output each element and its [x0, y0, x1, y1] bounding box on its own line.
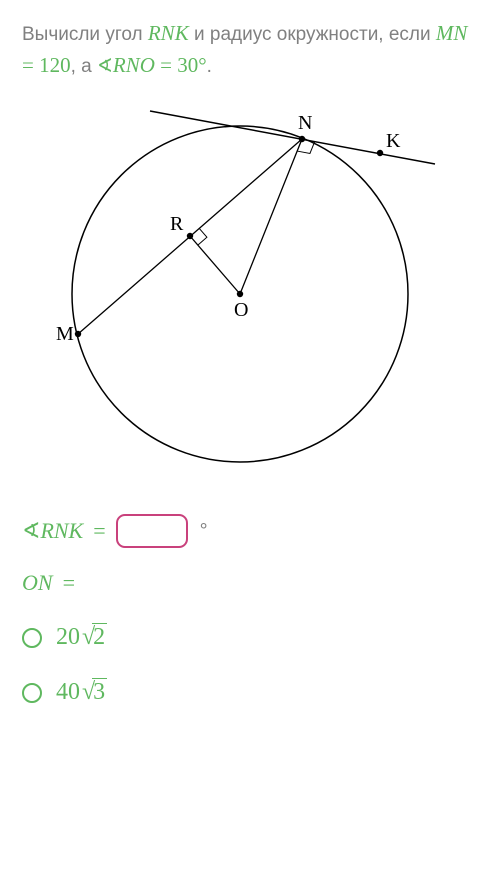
deg-sym: °	[198, 53, 206, 77]
var-rnk: RNK	[148, 21, 189, 45]
eq2: =	[155, 53, 177, 77]
degree-unit: °	[200, 520, 208, 543]
svg-text:M: M	[56, 323, 74, 345]
svg-text:O: O	[234, 299, 248, 321]
text-prefix: Вычисли угол	[22, 24, 148, 45]
diagram-svg: N K R O M	[50, 99, 450, 479]
answer-rnk-row: ∢RNK = °	[22, 514, 478, 548]
eq-sign-2: =	[53, 570, 85, 596]
angle-symbol-ans: ∢	[22, 518, 40, 544]
svg-text:N: N	[298, 112, 312, 134]
option-2[interactable]: 40√3	[22, 679, 478, 706]
text-mid1: и радиус окружности, если	[189, 24, 436, 45]
text-mid2: , а	[71, 56, 97, 77]
sqrt-icon: √2	[82, 624, 107, 651]
geometry-diagram: N K R O M	[22, 99, 478, 484]
sqrt-icon: √3	[82, 679, 107, 706]
problem-statement: Вычисли угол RNK и радиус окружности, ес…	[22, 18, 478, 81]
val-rno: 30	[177, 53, 198, 77]
svg-text:R: R	[170, 213, 184, 235]
option-1-coef: 20	[56, 624, 80, 651]
var-rno: RNO	[113, 53, 155, 77]
var-mn: MN	[436, 21, 468, 45]
option-2-coef: 40	[56, 679, 80, 706]
rnk-label: RNK	[40, 518, 83, 544]
radio-icon	[22, 683, 42, 703]
option-1-radicand: 2	[92, 623, 107, 650]
rnk-input[interactable]	[116, 514, 188, 548]
eq-sign-1: =	[83, 518, 115, 544]
text-tail: .	[207, 56, 212, 77]
on-label: ON	[22, 570, 53, 596]
radio-icon	[22, 628, 42, 648]
angle-symbol: ∢	[97, 56, 113, 77]
val-mn: 120	[39, 53, 71, 77]
option-2-radicand: 3	[92, 678, 107, 705]
svg-text:K: K	[386, 130, 401, 152]
answer-on-row: ON =	[22, 570, 478, 596]
eq1: =	[22, 53, 39, 77]
answers-block: ∢RNK = ° ON = 20√2 40√3	[22, 514, 478, 706]
option-1[interactable]: 20√2	[22, 624, 478, 651]
